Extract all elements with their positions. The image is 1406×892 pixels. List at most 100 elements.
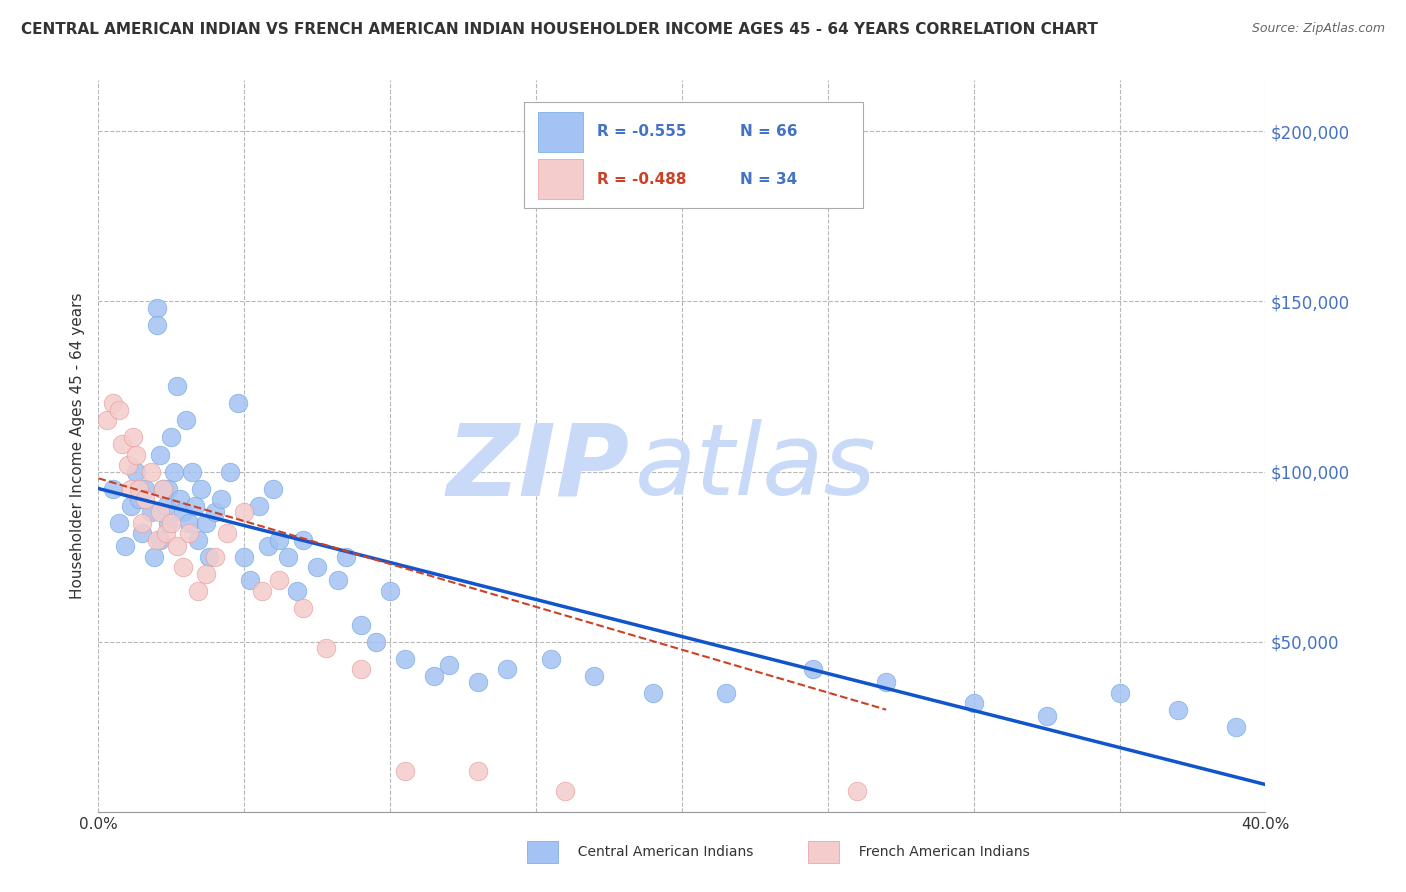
Point [190, 482, 212, 496]
Point [157, 482, 180, 496]
Point [875, 675, 897, 690]
Point [239, 574, 262, 588]
Point [120, 482, 142, 496]
Point [291, 600, 314, 615]
Text: N = 66: N = 66 [741, 124, 797, 139]
Point [128, 491, 150, 506]
Point [180, 465, 202, 479]
Point [1167, 703, 1189, 717]
Point [423, 668, 446, 682]
Point [183, 499, 205, 513]
Point [187, 583, 209, 598]
Point [256, 540, 278, 554]
Point [335, 549, 357, 564]
Point [166, 379, 188, 393]
Point [96, 413, 118, 427]
Point [125, 448, 148, 462]
Point [152, 482, 174, 496]
Point [169, 491, 191, 506]
Text: ZIP: ZIP [446, 419, 630, 516]
Point [262, 482, 284, 496]
Point [218, 465, 240, 479]
Point [187, 533, 209, 547]
Point [177, 525, 200, 540]
Point [540, 651, 562, 665]
Point [204, 505, 226, 519]
Point [307, 559, 329, 574]
Point [146, 318, 169, 333]
Point [1035, 709, 1057, 723]
Point [172, 559, 194, 574]
Text: N = 34: N = 34 [741, 171, 797, 186]
Text: Central American Indians: Central American Indians [534, 845, 754, 859]
Point [233, 505, 256, 519]
Point [277, 549, 299, 564]
Point [350, 617, 373, 632]
Point [128, 482, 150, 496]
Text: R = -0.488: R = -0.488 [596, 171, 686, 186]
Point [149, 448, 172, 462]
Point [155, 525, 177, 540]
Point [846, 784, 869, 798]
Point [139, 505, 162, 519]
Point [101, 396, 124, 410]
Point [125, 465, 148, 479]
Point [269, 574, 291, 588]
Point [146, 533, 169, 547]
Point [204, 549, 226, 564]
Point [714, 686, 737, 700]
Point [496, 662, 519, 676]
Point [139, 465, 162, 479]
Point [209, 491, 232, 506]
Point [641, 686, 664, 700]
Point [149, 505, 172, 519]
Bar [538, 159, 582, 199]
Point [195, 566, 218, 581]
Point [1108, 686, 1130, 700]
Point [134, 482, 156, 496]
Point [152, 482, 174, 496]
Point [380, 583, 402, 598]
Point [172, 505, 194, 519]
Point [350, 662, 373, 676]
Point [111, 437, 134, 451]
Point [250, 583, 273, 598]
Point [326, 574, 349, 588]
Point [269, 533, 291, 547]
Point [315, 641, 337, 656]
Point [583, 668, 606, 682]
Text: Source: ZipAtlas.com: Source: ZipAtlas.com [1251, 22, 1385, 36]
Point [554, 784, 576, 798]
Point [108, 403, 131, 417]
Point [962, 696, 984, 710]
Text: French American Indians: French American Indians [815, 845, 1031, 859]
Point [160, 430, 183, 444]
Point [394, 764, 416, 778]
Point [233, 549, 256, 564]
Point [174, 413, 197, 427]
Point [394, 651, 416, 665]
Point [467, 675, 489, 690]
Point [131, 516, 153, 530]
Point [364, 634, 387, 648]
Point [195, 516, 218, 530]
Point [108, 516, 131, 530]
Point [198, 549, 221, 564]
Point [1225, 720, 1247, 734]
Point [149, 533, 172, 547]
Point [157, 516, 180, 530]
Text: R = -0.555: R = -0.555 [596, 124, 686, 139]
Text: CENTRAL AMERICAN INDIAN VS FRENCH AMERICAN INDIAN HOUSEHOLDER INCOME AGES 45 - 6: CENTRAL AMERICAN INDIAN VS FRENCH AMERIC… [21, 22, 1098, 37]
Point [114, 540, 136, 554]
Point [122, 430, 145, 444]
FancyBboxPatch shape [524, 103, 863, 209]
Point [120, 499, 142, 513]
Point [142, 549, 165, 564]
Point [215, 525, 238, 540]
Point [117, 458, 139, 472]
Bar [538, 112, 582, 152]
Point [134, 491, 156, 506]
Point [177, 516, 200, 530]
Point [160, 516, 183, 530]
Point [163, 465, 186, 479]
